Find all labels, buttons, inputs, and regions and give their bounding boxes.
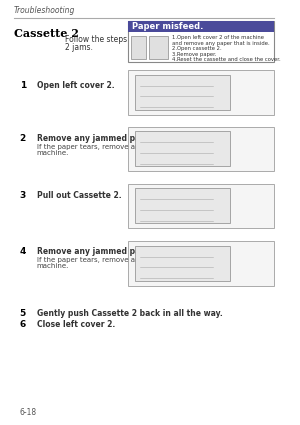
Text: 3: 3: [20, 191, 26, 200]
Text: 6-18: 6-18: [20, 408, 37, 417]
FancyBboxPatch shape: [135, 131, 230, 166]
Text: 2 jams.: 2 jams.: [65, 42, 93, 51]
FancyBboxPatch shape: [130, 36, 146, 59]
Text: 6: 6: [20, 320, 26, 329]
Text: 4: 4: [20, 247, 26, 256]
Text: If the paper tears, remove any loose scraps from the: If the paper tears, remove any loose scr…: [37, 144, 221, 150]
Text: and remove any paper that is inside.: and remove any paper that is inside.: [172, 41, 270, 46]
Text: Troubleshooting: Troubleshooting: [14, 6, 76, 15]
FancyBboxPatch shape: [128, 21, 274, 62]
Text: Open left cover 2.: Open left cover 2.: [37, 81, 114, 90]
Text: 2: 2: [20, 134, 26, 143]
Text: 3.Remove paper.: 3.Remove paper.: [172, 52, 217, 57]
FancyBboxPatch shape: [149, 36, 168, 59]
Text: machine.: machine.: [37, 264, 69, 269]
FancyBboxPatch shape: [135, 246, 230, 280]
FancyBboxPatch shape: [128, 70, 274, 115]
Text: Follow the steps below to clear Cassette: Follow the steps below to clear Cassette: [65, 35, 219, 44]
Text: 1: 1: [20, 81, 26, 90]
FancyBboxPatch shape: [128, 184, 274, 228]
Text: Remove any jammed paper.: Remove any jammed paper.: [37, 247, 156, 256]
Text: 5: 5: [20, 309, 26, 318]
FancyBboxPatch shape: [128, 21, 274, 32]
Text: Remove any jammed paper.: Remove any jammed paper.: [37, 134, 156, 143]
Text: Pull out Cassette 2.: Pull out Cassette 2.: [37, 191, 121, 200]
FancyBboxPatch shape: [135, 75, 230, 110]
Text: machine.: machine.: [37, 150, 69, 156]
Text: Gently push Cassette 2 back in all the way.: Gently push Cassette 2 back in all the w…: [37, 309, 222, 318]
FancyBboxPatch shape: [128, 127, 274, 171]
Text: Cassette 2: Cassette 2: [14, 28, 79, 39]
Text: 2.Open cassette 2.: 2.Open cassette 2.: [172, 46, 222, 51]
Text: Paper misfeed.: Paper misfeed.: [132, 22, 203, 31]
Text: 1.Open left cover 2 of the machine: 1.Open left cover 2 of the machine: [172, 35, 264, 40]
FancyBboxPatch shape: [128, 241, 274, 286]
FancyBboxPatch shape: [135, 188, 230, 223]
Text: If the paper tears, remove any loose scraps from the: If the paper tears, remove any loose scr…: [37, 257, 221, 263]
Text: 4.Reset the cassette and close the cover.: 4.Reset the cassette and close the cover…: [172, 57, 281, 62]
Text: Close left cover 2.: Close left cover 2.: [37, 320, 115, 329]
